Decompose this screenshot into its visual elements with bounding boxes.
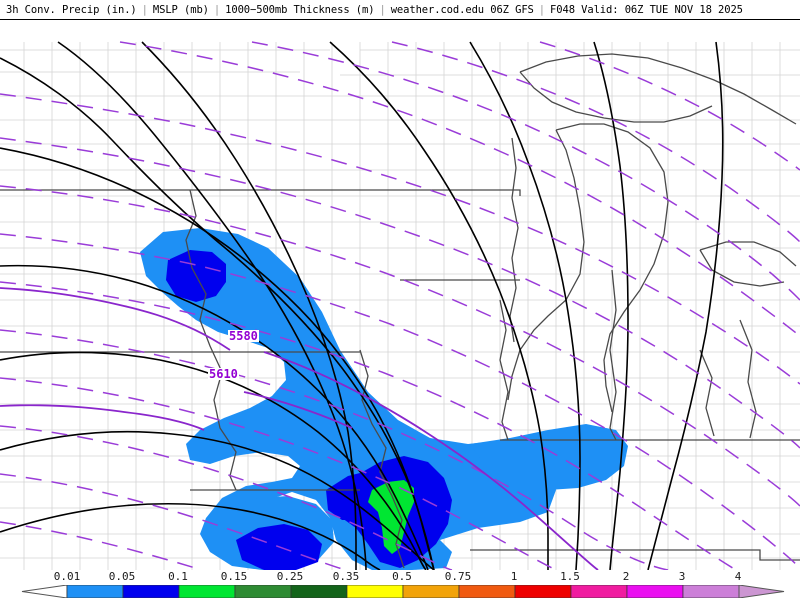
header-field-mslp: MSLP (mb) (152, 3, 209, 16)
colorbar-band (570, 585, 628, 598)
header-separator: | (379, 3, 386, 16)
colorbar-tick: 1 (510, 570, 518, 583)
colorbar-cap-under (21, 585, 68, 598)
header-bar: 3h Conv. Precip (in.) | MSLP (mb) | 1000… (0, 0, 800, 19)
header-field-source: weather.cod.edu 06Z GFS (390, 3, 534, 16)
colorbar-tick: 0.15 (220, 570, 248, 583)
colorbar-band (626, 585, 684, 598)
colorbar-band (402, 585, 460, 598)
colorbar-band (66, 585, 124, 598)
thickness-contours-labeled (0, 287, 599, 570)
precip-region-green-max (368, 480, 414, 554)
thickness-label-5610: 5610 (208, 367, 239, 381)
header-separator: | (141, 3, 148, 16)
colorbar-band (234, 585, 292, 598)
colorbar-band (122, 585, 180, 598)
header-field-precip: 3h Conv. Precip (in.) (6, 3, 137, 16)
thickness-contours (0, 41, 800, 570)
colorbar-band (290, 585, 348, 598)
map-graphic (0, 41, 800, 570)
colorbar-band (458, 585, 516, 598)
header-separator: | (213, 3, 221, 16)
colorbar-tick: 0.75 (444, 570, 472, 583)
header-field-thickness: 1000−500mb Thickness (m) (225, 3, 375, 16)
colorbar-band (346, 585, 404, 598)
colorbar-band (178, 585, 236, 598)
colorbar-svg (21, 585, 785, 598)
colorbar-tick-labels: 0.01 0.05 0.1 0.15 0.25 0.35 0.5 0.75 1 … (0, 570, 800, 584)
precip-region-light-blue-north (140, 228, 556, 568)
map-canvas[interactable]: 5580 5610 (0, 19, 800, 570)
colorbar-tick: 0.01 (53, 570, 81, 583)
colorbar-tick: 0.1 (168, 570, 188, 583)
colorbar-gradient[interactable] (0, 585, 800, 598)
colorbar-tick: 2 (622, 570, 630, 583)
colorbar-tick: 0.05 (108, 570, 136, 583)
header-separator: | (538, 3, 546, 16)
colorbar-band (514, 585, 572, 598)
colorbar-tick: 0.35 (332, 570, 360, 583)
colorbar-tick: 4 (734, 570, 742, 583)
colorbar-tick: 0.5 (392, 570, 412, 583)
colorbar-tick: 0.25 (276, 570, 304, 583)
colorbar-band (682, 585, 740, 598)
precip-shading (140, 228, 628, 570)
colorbar-tick: 3 (678, 570, 686, 583)
colorbar: 0.01 0.05 0.1 0.15 0.25 0.35 0.5 0.75 1 … (0, 570, 800, 600)
state-borders (0, 53, 800, 569)
colorbar-cap-over (738, 585, 785, 598)
thickness-label-5580: 5580 (228, 329, 259, 343)
header-field-valid: F048 Valid: 06Z TUE NOV 18 2025 (550, 3, 743, 16)
colorbar-tick: 1.5 (560, 570, 580, 583)
